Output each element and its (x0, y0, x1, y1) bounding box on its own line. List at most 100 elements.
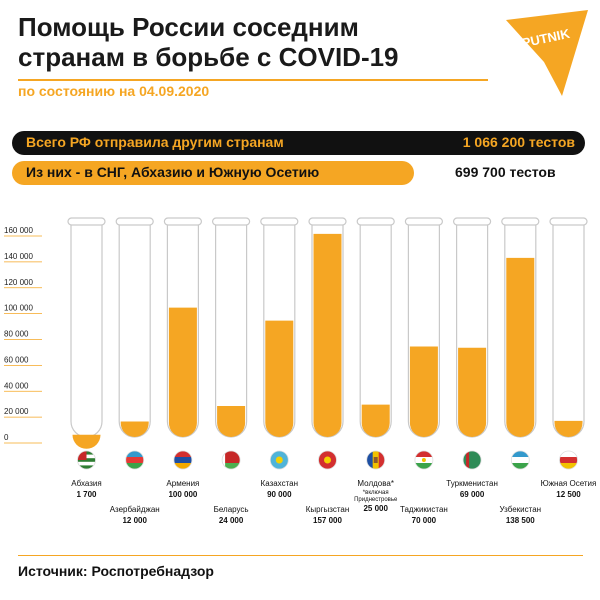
title-line-1: Помощь России соседним (18, 12, 359, 42)
y-tick-label: 40 000 (4, 381, 29, 390)
bar-3 (168, 307, 197, 437)
test-tube (552, 222, 585, 438)
y-tick-label: 140 000 (4, 252, 33, 261)
y-tick-label: 80 000 (4, 330, 29, 339)
country-label: Беларусь (214, 505, 249, 514)
flag-border (366, 450, 386, 470)
bar-5 (265, 320, 294, 437)
country-label: Казахстан (261, 479, 299, 488)
cis-summary-label: Из них - в СНГ, Абхазию и Южную Осетию (26, 164, 320, 180)
flag-azerbaijan-icon (125, 451, 144, 469)
value-label: 70 000 (412, 516, 437, 525)
value-label: 25 000 (363, 504, 388, 513)
flag-stripe (77, 465, 96, 469)
flag-stripe (222, 451, 241, 458)
sputnik-logo: SPUTNIK (506, 10, 588, 96)
flag-stripe (559, 463, 578, 469)
flag-stripe (77, 461, 96, 466)
flag-stripe (559, 457, 578, 464)
flag-stripe (173, 463, 192, 469)
cis-summary-bar: Из них - в СНГ, Абхазию и Южную Осетию (12, 161, 414, 185)
test-tube-rim (549, 217, 588, 226)
bar-1 (72, 434, 101, 449)
cis-summary-value: 699 700 тестов (455, 164, 556, 180)
country-label: Абхазия (71, 479, 101, 488)
test-tube-rim (260, 217, 299, 226)
date-subtitle: по состоянию на 04.09.2020 (18, 83, 210, 99)
flag-south-ossetia-icon (559, 451, 578, 469)
flag-stripe (125, 451, 144, 458)
flag-border (77, 450, 96, 470)
flag-stripe (366, 451, 373, 469)
flag-emblem (324, 456, 331, 464)
flag-abkhazia-icon (77, 451, 96, 469)
test-tube (215, 222, 248, 438)
flag-border (318, 450, 337, 470)
flag-border (510, 450, 530, 470)
test-tube (118, 222, 151, 438)
flag-border (559, 450, 578, 470)
flag-stripe (378, 451, 385, 469)
test-tube (70, 222, 103, 438)
test-tube-rim (308, 217, 347, 226)
source-note: Источник: Роспотребнадзор (18, 563, 214, 579)
page-title: Помощь России соседним странам в борьбе … (18, 12, 488, 72)
flag-ornament (222, 451, 226, 469)
bar-11 (554, 420, 583, 437)
test-tube-rim (212, 217, 251, 226)
flag-border (125, 450, 145, 470)
flag-border (462, 450, 482, 470)
test-tube-rim (163, 217, 202, 226)
flag-armenia-icon (173, 451, 192, 469)
flag-stripe (559, 451, 578, 458)
flag-moldova-icon (366, 451, 385, 469)
bar-8 (409, 346, 438, 437)
y-tick-label: 100 000 (4, 304, 33, 313)
flag-stripe (125, 463, 144, 469)
country-label: Кыргызстан (306, 505, 350, 514)
total-summary-label: Всего РФ отправила другим странам (26, 134, 284, 150)
bar-10 (506, 257, 535, 437)
flag-stripe (173, 451, 192, 458)
bar-7 (361, 404, 390, 437)
country-label: Узбекистан (500, 505, 542, 514)
flag-emblem (421, 458, 426, 462)
flag-stripe (222, 463, 241, 469)
value-label: 69 000 (460, 490, 485, 499)
flag-stripe (125, 457, 144, 464)
value-label: 157 000 (313, 516, 342, 525)
flag-emblem (373, 457, 378, 463)
flag-uzbekistan-icon (511, 451, 530, 469)
test-tube-rim (501, 217, 540, 226)
value-label: 1 700 (76, 490, 97, 499)
test-tube-rim (115, 217, 154, 226)
flag-border (269, 450, 289, 470)
tests-chart: 0 20 000 40 000 60 000 80 000 100 000 120 000 1… (4, 217, 597, 525)
flag-tajikistan-icon (414, 451, 433, 469)
flag-stripe (222, 457, 241, 464)
country-label: Армения (166, 479, 199, 488)
footer-divider (18, 555, 583, 556)
y-tick-label: 60 000 (4, 355, 29, 364)
title-divider (18, 79, 488, 81)
flag-stripe (511, 463, 530, 469)
flag-stripe (511, 451, 530, 458)
flag-stripe (77, 458, 96, 463)
flag-belarus-icon (222, 451, 241, 469)
y-tick-label: 160 000 (4, 226, 33, 235)
y-tick-label: 120 000 (4, 278, 33, 287)
flag-kazakhstan-icon (270, 451, 289, 469)
title-line-2: странам в борьбе с COVID-19 (18, 42, 399, 72)
value-label: 90 000 (267, 490, 292, 499)
flag-emblem (275, 456, 283, 464)
country-label: Туркменистан (446, 479, 498, 488)
value-label: 12 000 (122, 516, 147, 525)
flag-border (173, 450, 193, 470)
country-label: Южная Осетия (541, 479, 597, 488)
y-tick-label: 20 000 (4, 407, 29, 416)
flag-carpet (466, 451, 470, 469)
bar-4 (217, 405, 246, 437)
value-label: 138 500 (506, 516, 535, 525)
flag-stripe (414, 451, 433, 458)
bar-6 (313, 233, 342, 437)
